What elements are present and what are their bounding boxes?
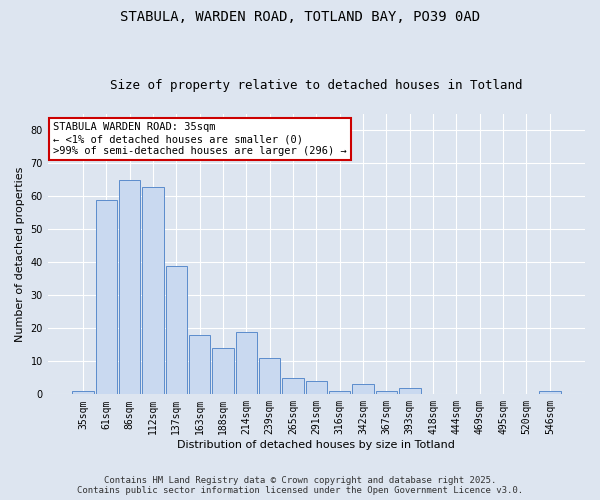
Bar: [95, 200, 117, 394]
Text: STABULA WARDEN ROAD: 35sqm
← <1% of detached houses are smaller (0)
>99% of semi: STABULA WARDEN ROAD: 35sqm ← <1% of deta…: [53, 122, 347, 156]
Bar: [166, 266, 187, 394]
Text: Contains HM Land Registry data © Crown copyright and database right 2025.
Contai: Contains HM Land Registry data © Crown c…: [77, 476, 523, 495]
Bar: [212, 348, 234, 395]
Bar: [352, 384, 374, 394]
Bar: [399, 388, 421, 394]
Bar: [283, 378, 304, 394]
Text: STABULA, WARDEN ROAD, TOTLAND BAY, PO39 0AD: STABULA, WARDEN ROAD, TOTLAND BAY, PO39 …: [120, 10, 480, 24]
Bar: [259, 358, 280, 395]
Bar: [189, 335, 211, 394]
Bar: [72, 391, 94, 394]
Y-axis label: Number of detached properties: Number of detached properties: [15, 166, 25, 342]
X-axis label: Distribution of detached houses by size in Totland: Distribution of detached houses by size …: [178, 440, 455, 450]
Bar: [376, 391, 397, 394]
Bar: [305, 381, 327, 394]
Bar: [119, 180, 140, 394]
Bar: [539, 391, 560, 394]
Bar: [329, 391, 350, 394]
Bar: [236, 332, 257, 394]
Bar: [142, 186, 164, 394]
Title: Size of property relative to detached houses in Totland: Size of property relative to detached ho…: [110, 79, 523, 92]
